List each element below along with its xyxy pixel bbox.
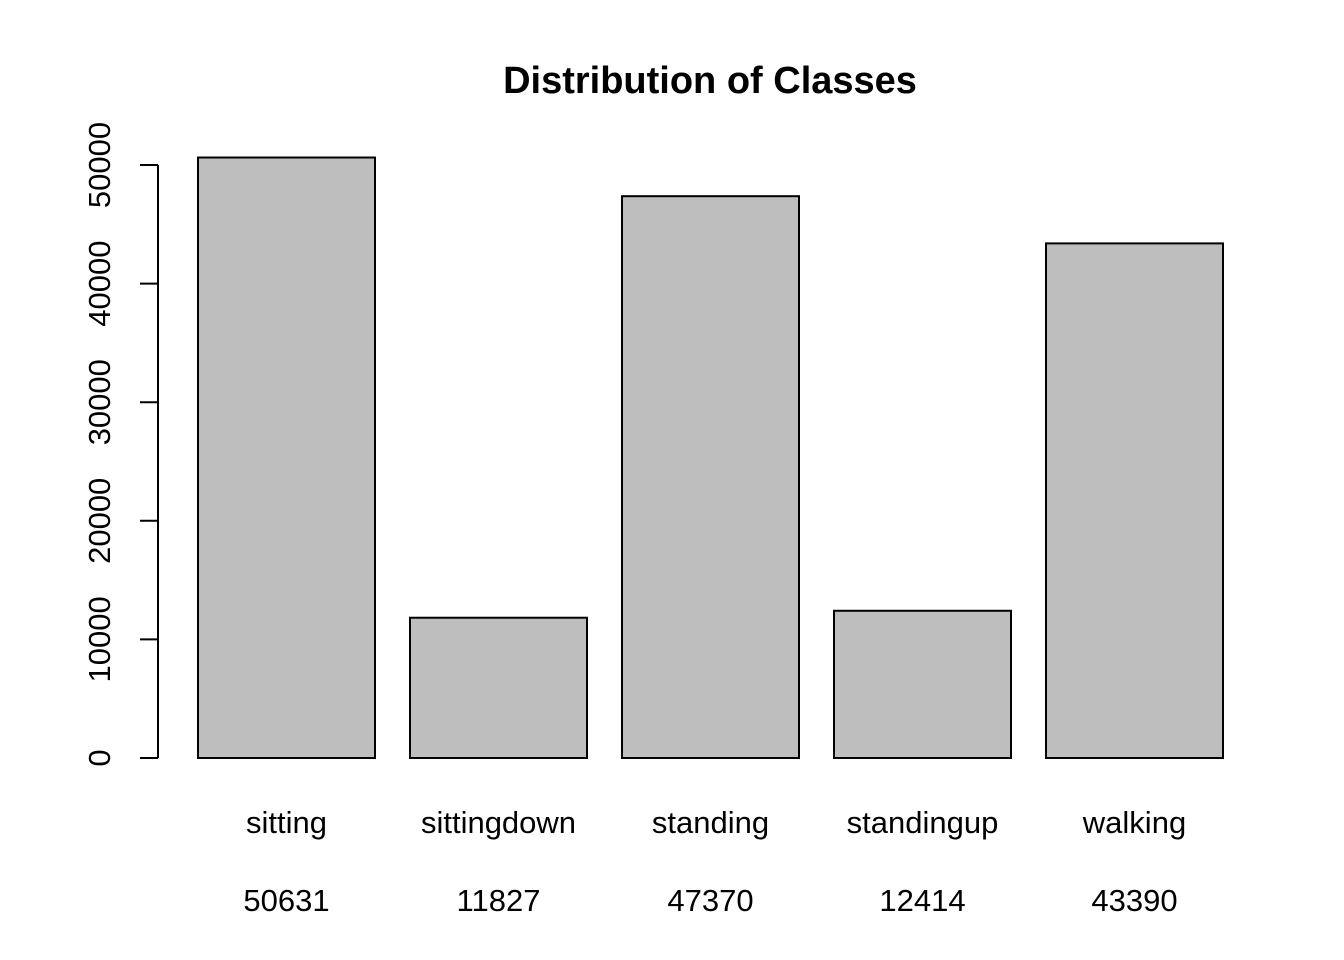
y-tick-label: 30000: [82, 359, 117, 445]
bar-standingup: [833, 609, 1012, 759]
value-label-sitting: 50631: [243, 883, 329, 918]
category-labels: sitting sittingdown standing standingup walk…: [246, 805, 1186, 840]
y-tick-label: 10000: [82, 596, 117, 682]
y-tick-label: 0: [82, 749, 117, 766]
value-labels: 50631 11827 47370 12414 43390: [243, 883, 1177, 918]
category-label-walking: walking: [1082, 805, 1186, 840]
y-tick-label: 50000: [82, 122, 117, 208]
chart-title: Distribution of Classes: [503, 60, 917, 102]
y-tick-label: 20000: [82, 478, 117, 564]
category-label-sittingdown: sittingdown: [421, 805, 576, 840]
category-label-standingup: standingup: [847, 805, 999, 840]
value-label-sittingdown: 11827: [457, 883, 541, 918]
bar-sitting: [197, 156, 376, 759]
value-label-walking: 43390: [1091, 883, 1177, 918]
bars-group: [197, 156, 1224, 760]
value-label-standing: 47370: [667, 883, 753, 918]
category-label-standing: standing: [652, 805, 769, 840]
category-label-sitting: sitting: [246, 805, 327, 840]
y-tick-label: 40000: [82, 240, 117, 326]
value-label-standingup: 12414: [879, 883, 965, 918]
bar-standing: [621, 195, 800, 760]
bar-walking: [1045, 242, 1224, 759]
bar-sittingdown: [409, 616, 588, 759]
y-axis: 0 10000 20000 30000 40000 50000: [82, 122, 159, 767]
